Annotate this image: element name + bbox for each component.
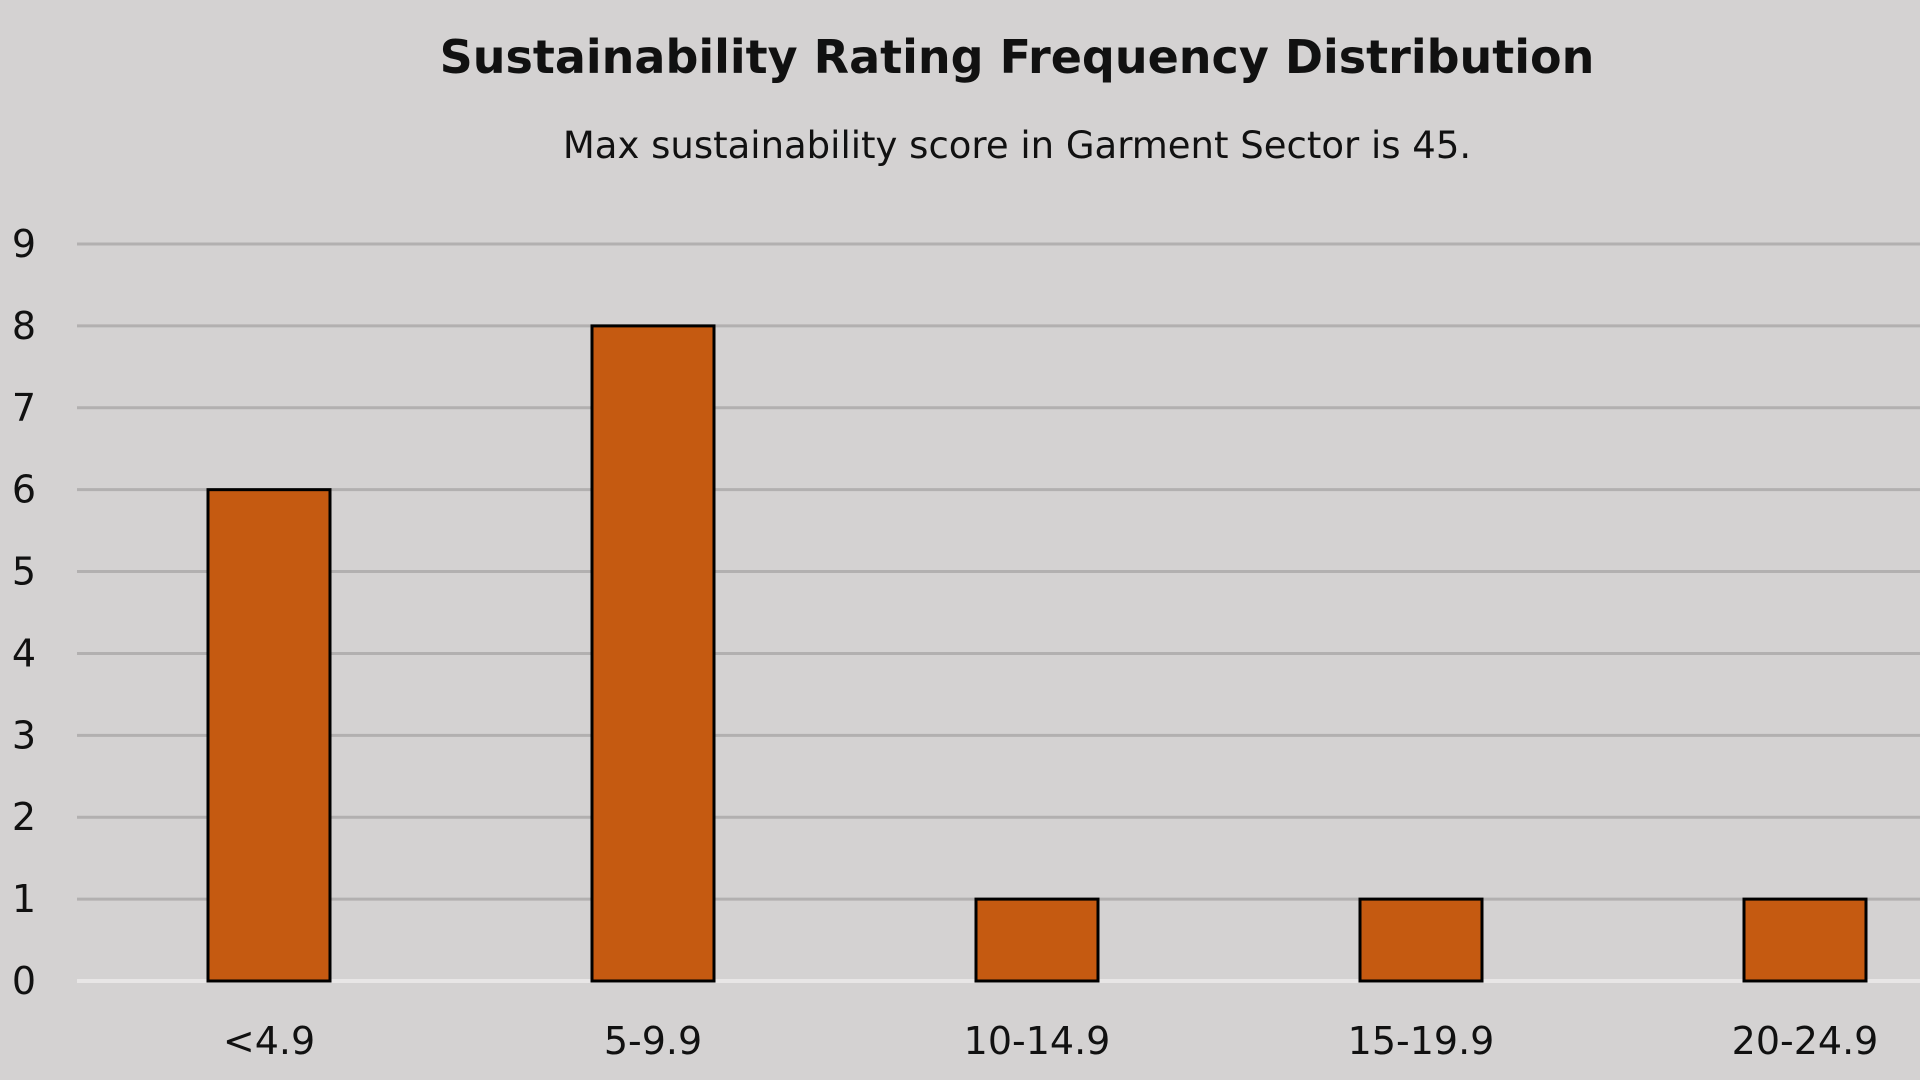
x-category-label: 20-24.9 [1732, 1019, 1879, 1063]
y-tick-label: 0 [12, 959, 36, 1003]
chart-subtitle: Max sustainability score in Garment Sect… [563, 124, 1471, 167]
y-tick-label: 8 [12, 304, 36, 348]
y-tick-label: 4 [12, 631, 36, 675]
bar-5 [1742, 897, 1868, 983]
bar-1 [206, 488, 332, 983]
x-category-label: <4.9 [223, 1019, 315, 1063]
y-tick-label: 9 [12, 222, 36, 266]
bars [206, 324, 1868, 983]
x-axis-labels: <4.9 5-9.9 10-14.9 15-19.9 20-24.9 [223, 1019, 1878, 1063]
y-tick-label: 7 [12, 386, 36, 430]
y-tick-label: 3 [12, 713, 36, 757]
y-tick-label: 5 [12, 550, 36, 594]
x-category-label: 15-19.9 [1348, 1019, 1495, 1063]
bar-4 [1358, 897, 1484, 983]
y-axis-ticks: 0 1 2 3 4 5 6 7 8 9 [12, 222, 36, 1003]
bar-3 [974, 897, 1100, 983]
x-category-label: 10-14.9 [964, 1019, 1111, 1063]
y-tick-label: 6 [12, 468, 36, 512]
y-tick-label: 2 [12, 795, 36, 839]
chart-title: Sustainability Rating Frequency Distribu… [440, 30, 1595, 84]
x-category-label: 5-9.9 [604, 1019, 702, 1063]
y-tick-label: 1 [12, 877, 36, 921]
bar-2 [590, 324, 716, 983]
